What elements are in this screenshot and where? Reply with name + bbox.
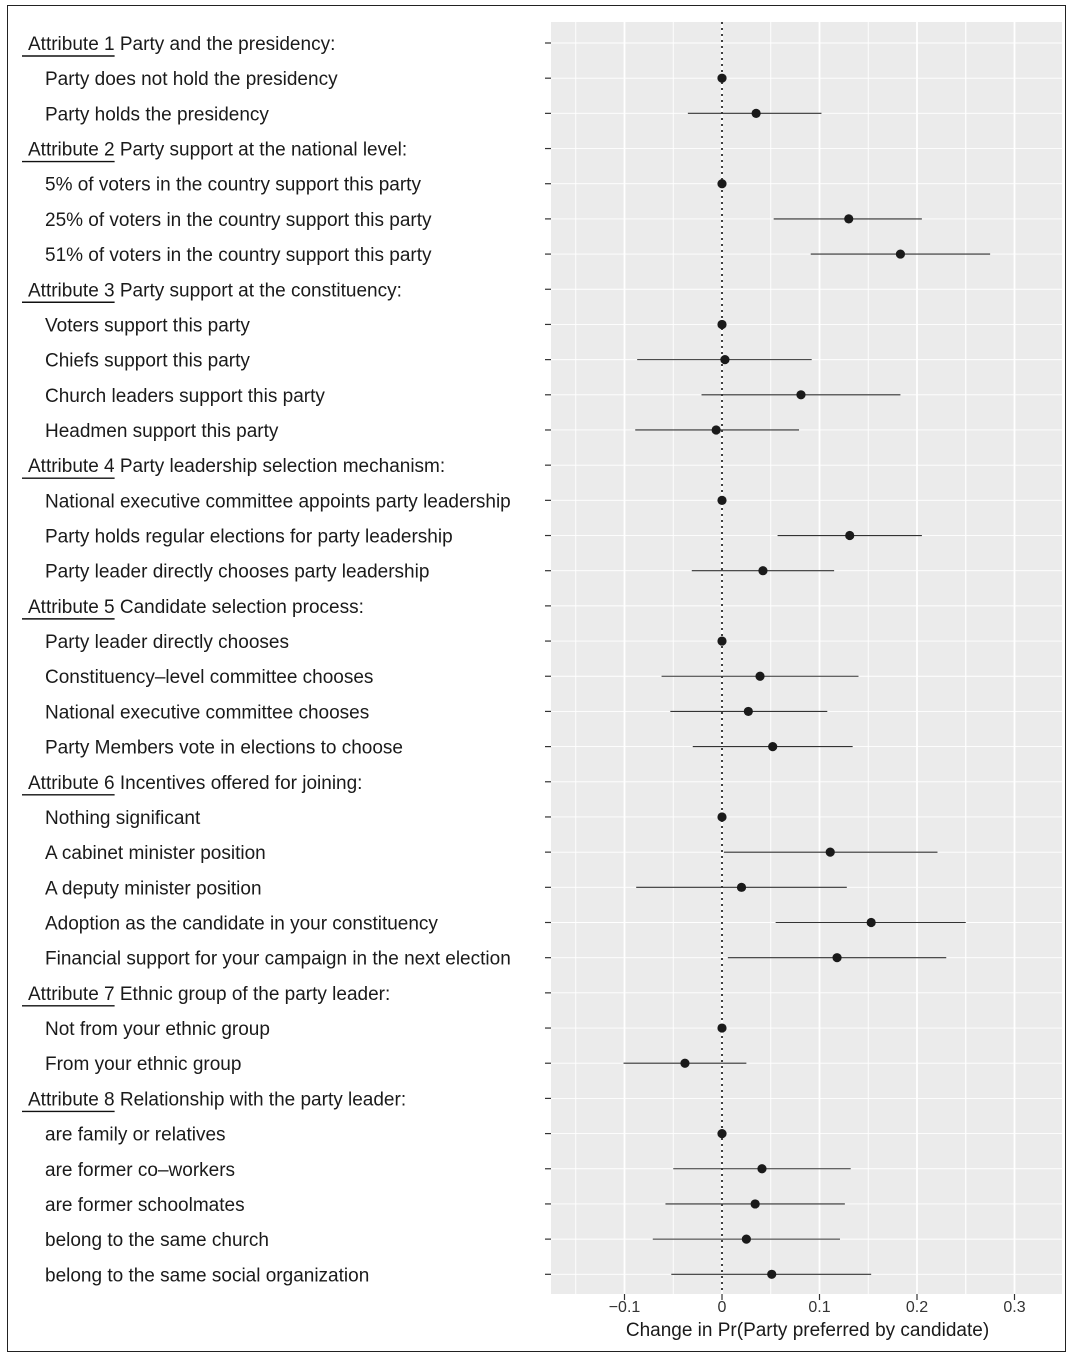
level-label: Church leaders support this party (45, 386, 325, 407)
level-label: belong to the same social organization (45, 1265, 369, 1286)
point-estimate (895, 249, 906, 259)
point-estimate (750, 1199, 760, 1209)
x-tick-label: 0.1 (808, 1299, 830, 1316)
point-estimate (680, 1058, 690, 1068)
point-estimate (758, 566, 768, 576)
attribute-prefix: Attribute 5 (28, 597, 115, 618)
attribute-prefix: Attribute 2 (28, 140, 115, 161)
level-label: are former schoolmates (45, 1195, 245, 1216)
point-estimate (751, 108, 761, 118)
point-estimate (796, 390, 806, 400)
level-label: 51% of voters in the country support thi… (45, 245, 432, 266)
attribute-header-label: Attribute 7 Ethnic group of the party le… (28, 984, 390, 1005)
level-label: Nothing significant (45, 808, 201, 829)
level-label: National executive committee appoints pa… (45, 491, 511, 512)
point-estimate (768, 742, 778, 752)
x-tick-label: −0.1 (609, 1299, 641, 1316)
attribute-header-label: Attribute 3 Party support at the constit… (28, 280, 402, 301)
level-label: Constituency–level committee chooses (45, 667, 373, 688)
attribute-title: Party and the presidency: (115, 34, 336, 55)
level-label: Adoption as the candidate in your consti… (45, 914, 438, 935)
level-label: Party does not hold the presidency (45, 69, 338, 90)
x-tick-label: 0 (718, 1299, 727, 1316)
point-estimate (755, 671, 765, 681)
attribute-prefix: Attribute 6 (28, 773, 115, 794)
level-label: Headmen support this party (45, 421, 279, 442)
point-estimate (845, 530, 855, 541)
point-estimate (717, 1128, 727, 1139)
level-label: Not from your ethnic group (45, 1019, 270, 1040)
attribute-prefix: Attribute 3 (28, 280, 115, 301)
level-label: 25% of voters in the country support thi… (45, 210, 432, 231)
plot-panel (551, 22, 1062, 1294)
level-label: Voters support this party (45, 315, 250, 336)
level-label: belong to the same church (45, 1230, 269, 1251)
attribute-title: Party support at the national level: (115, 140, 408, 161)
level-label: National executive committee chooses (45, 702, 369, 723)
level-label: Party holds regular elections for party … (45, 527, 453, 548)
point-estimate (720, 355, 730, 365)
attribute-header-label: Attribute 4 Party leadership selection m… (28, 456, 445, 477)
attribute-prefix: Attribute 8 (28, 1089, 115, 1110)
attribute-title: Party support at the constituency: (115, 280, 402, 301)
point-estimate (717, 1023, 727, 1033)
attribute-prefix: Attribute 1 (28, 34, 115, 55)
point-estimate (717, 495, 727, 505)
attribute-title: Candidate selection process: (115, 597, 364, 618)
attribute-header-label: Attribute 5 Candidate selection process: (28, 597, 364, 618)
attribute-header-label: Attribute 2 Party support at the nationa… (28, 140, 407, 161)
level-label: Party leader directly chooses party lead… (45, 562, 429, 583)
point-estimate (736, 882, 747, 892)
point-estimate (743, 706, 753, 717)
point-estimate (717, 179, 727, 189)
attribute-prefix: Attribute 7 (28, 984, 115, 1005)
level-label: Financial support for your campaign in t… (45, 949, 511, 970)
point-estimate (741, 1234, 751, 1244)
attribute-prefix: Attribute 4 (28, 456, 115, 477)
level-label: Chiefs support this party (45, 351, 250, 372)
level-label: Party holds the presidency (45, 104, 269, 125)
point-estimate (767, 1269, 777, 1279)
point-estimate (757, 1164, 767, 1174)
attribute-title: Incentives offered for joining: (115, 773, 363, 794)
level-label: A cabinet minister position (45, 843, 266, 864)
point-estimate (832, 953, 842, 963)
attribute-header-label: Attribute 8 Relationship with the party … (28, 1089, 406, 1110)
attribute-title: Ethnic group of the party leader: (115, 984, 391, 1005)
point-estimate (711, 425, 721, 435)
level-label: Party leader directly chooses (45, 632, 289, 653)
attribute-title: Relationship with the party leader: (115, 1089, 407, 1110)
point-estimate (717, 319, 727, 330)
attribute-title: Party leadership selection mechanism: (115, 456, 446, 477)
x-axis-title: Change in Pr(Party preferred by candidat… (626, 1320, 989, 1341)
level-label: From your ethnic group (45, 1054, 241, 1075)
point-estimate (825, 847, 835, 857)
level-label: are former co–workers (45, 1160, 235, 1181)
level-label: Party Members vote in elections to choos… (45, 738, 403, 759)
point-estimate (717, 636, 727, 646)
point-estimate (717, 73, 727, 83)
level-label: 5% of voters in the country support this… (45, 175, 421, 196)
point-estimate (844, 214, 854, 224)
x-tick-label: 0.2 (906, 1299, 928, 1316)
level-label: are family or relatives (45, 1125, 226, 1146)
x-tick-label: 0.3 (1003, 1299, 1025, 1316)
point-estimate (866, 917, 876, 928)
level-label: A deputy minister position (45, 878, 262, 899)
point-estimate (717, 812, 727, 822)
attribute-header-label: Attribute 6 Incentives offered for joini… (28, 773, 362, 794)
attribute-header-label: Attribute 1 Party and the presidency: (28, 34, 335, 55)
